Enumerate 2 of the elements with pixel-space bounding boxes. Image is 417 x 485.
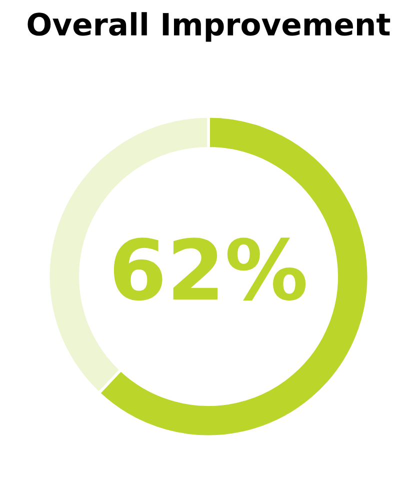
chart-title: Overall Improvement — [28, 12, 390, 42]
text: 62% — [114, 238, 306, 301]
